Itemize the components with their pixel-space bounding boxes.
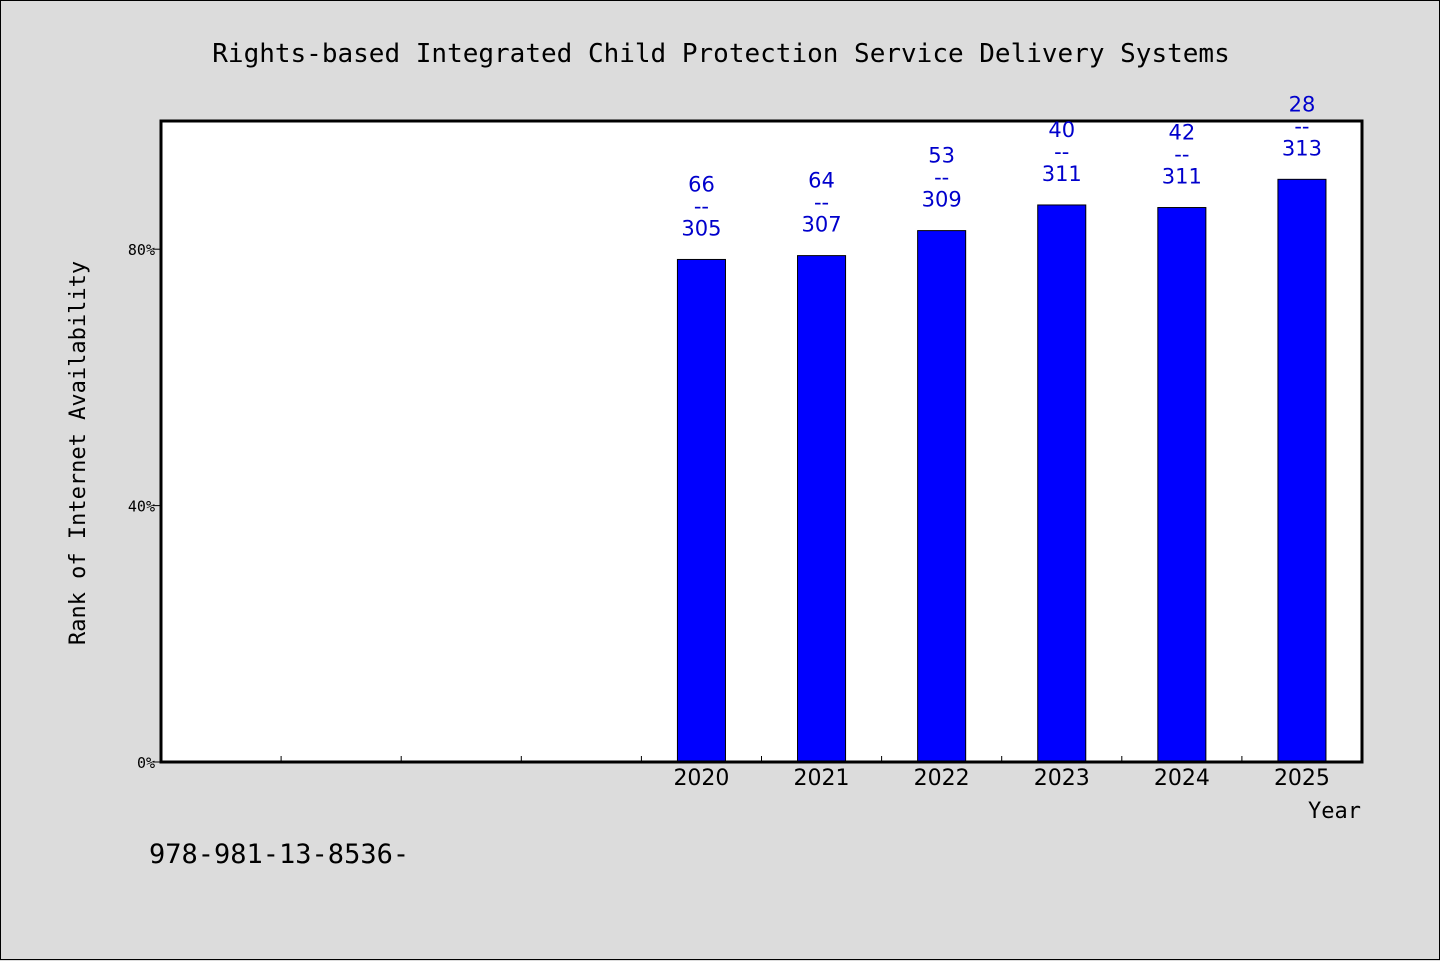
plot-border — [159, 119, 1364, 764]
footer-isbn: 978-981-13-8536- — [149, 839, 409, 870]
x-tick-label: 2022 — [914, 766, 970, 791]
y-axis-label: Rank of Internet Availability — [66, 261, 91, 645]
x-tick-label: 2025 — [1274, 766, 1330, 791]
x-axis-tick-labels: 2020 2021 2022 2023 2024 2025 — [673, 766, 1329, 791]
chart-title: Rights-based Integrated Child Protection… — [212, 39, 1229, 69]
bar — [917, 230, 967, 763]
data-label-total: 313 — [1282, 136, 1322, 160]
y-tick-label: 0% — [137, 754, 155, 772]
y-tick-label: 40% — [128, 498, 155, 516]
data-label-rank: 66 — [688, 172, 715, 196]
data-label-separator: -- — [694, 194, 709, 218]
bar-data-labels: 66--30564--30753--30940--31142--31128--3… — [681, 92, 1322, 240]
x-tick-label: 2024 — [1154, 766, 1210, 791]
data-label-separator: -- — [934, 166, 949, 190]
data-label-total: 307 — [802, 213, 842, 237]
y-tick-label: 80% — [128, 241, 155, 259]
x-tick-label: 2023 — [1034, 766, 1090, 791]
bar — [1037, 204, 1087, 763]
bar-series — [676, 178, 1327, 763]
data-label-separator: -- — [1174, 143, 1189, 167]
data-label-rank: 42 — [1168, 121, 1195, 145]
data-label-total: 311 — [1162, 165, 1202, 189]
x-tick-label: 2020 — [673, 766, 729, 791]
bar — [797, 255, 847, 763]
bar — [1157, 207, 1207, 763]
data-label-rank: 64 — [808, 169, 835, 193]
data-label-separator: -- — [1294, 114, 1309, 138]
data-label-separator: -- — [814, 191, 829, 215]
x-axis-label: Year — [1308, 799, 1361, 824]
bar — [1277, 178, 1327, 763]
data-label-total: 311 — [1042, 162, 1082, 186]
data-label-rank: 53 — [928, 144, 955, 168]
bar — [676, 258, 726, 763]
data-label-total: 305 — [681, 216, 721, 240]
data-label-total: 309 — [922, 188, 962, 212]
data-label-rank: 28 — [1289, 92, 1316, 116]
data-label-rank: 40 — [1048, 118, 1075, 142]
data-label-separator: -- — [1054, 140, 1069, 164]
x-tick-label: 2021 — [794, 766, 850, 791]
y-axis-tick-labels: 0% 40% 80% — [128, 241, 155, 772]
